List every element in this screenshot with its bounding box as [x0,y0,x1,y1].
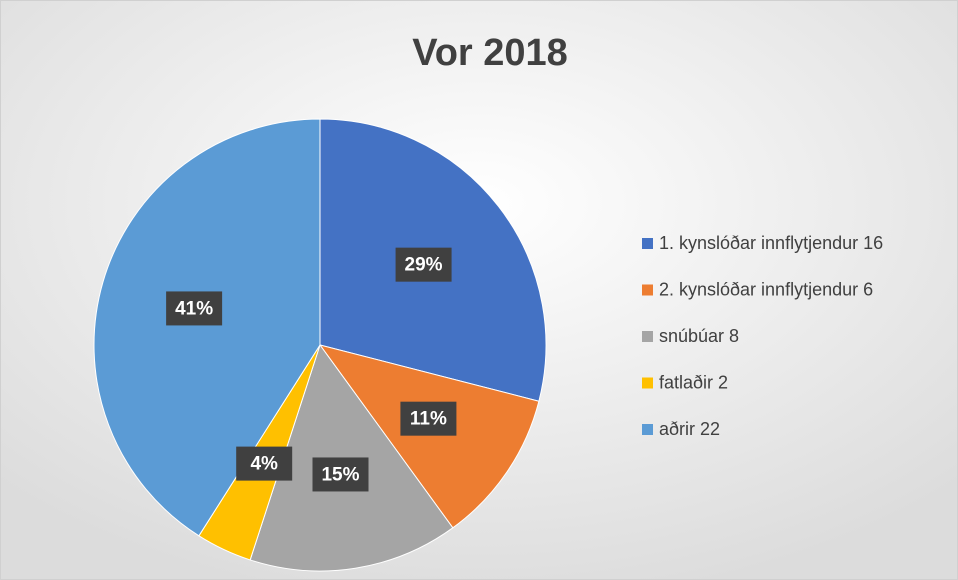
legend-label: snúbúar 8 [659,326,739,346]
pie-slice [318,344,540,529]
legend-label: 2. kynslóðar innflytjendur 6 [659,279,873,299]
data-label: 4% [250,454,278,475]
data-label-box [400,401,457,436]
data-label-box [166,291,223,326]
data-label: 41% [175,298,213,319]
data-label: 29% [405,255,443,276]
legend-label: aðrir 22 [659,419,720,439]
legend-label: fatlaðir 2 [659,372,728,392]
data-label-box [395,247,452,282]
data-label: 15% [321,464,359,485]
data-label: 11% [410,409,447,430]
data-label-box [236,446,293,481]
legend-key [642,238,653,249]
data-label-box [312,457,369,492]
legend-key [642,284,653,296]
legend-key [642,377,653,389]
legend-key [642,424,653,435]
pie-slice [93,118,321,537]
legend-key [642,331,653,342]
legend-label: 1. kynslóðar innflytjendur 16 [659,233,883,253]
chart-title: Vor 2018 [412,32,568,74]
